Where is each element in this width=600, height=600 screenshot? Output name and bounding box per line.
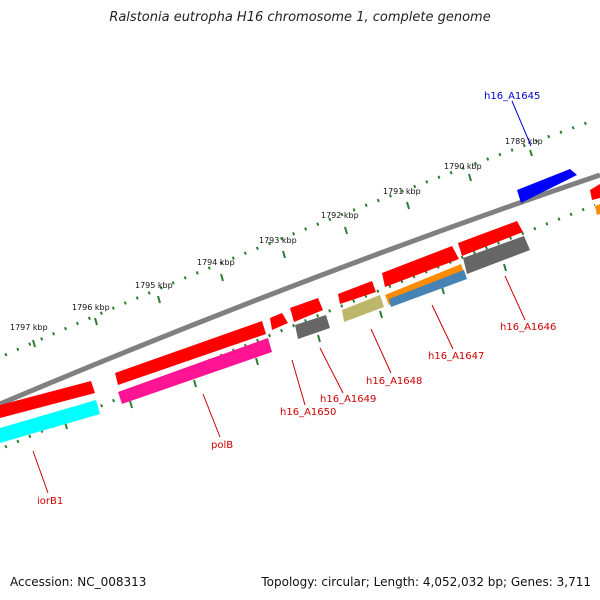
gene-iorB1-forward: [0, 381, 95, 418]
tick-label-1793: 1793 kbp: [259, 236, 297, 245]
gene-h16-A1646-forward: [458, 221, 523, 256]
genome-backbone: [0, 172, 600, 407]
label-h16-A1650: h16_A1650: [280, 407, 336, 418]
tick-label-1796: 1796 kbp: [72, 303, 110, 312]
gene-h16-A1648-forward: [338, 281, 376, 304]
gene-h16-A1647-forward: [382, 246, 459, 287]
accession-text: Accession: NC_008313: [10, 575, 147, 589]
major-ticks: [32, 149, 533, 430]
outer-tick-track: [4, 118, 596, 357]
gene-h16-A1649: [295, 315, 330, 339]
tick-label-1795: 1795 kbp: [135, 281, 173, 290]
tick-label-1790: 1790 kbp: [444, 162, 482, 171]
gene-h16-A1647-lower: [389, 270, 467, 307]
topology-stats: Topology: circular; Length: 4,052,032 bp…: [261, 575, 591, 589]
label-h16-A1647: h16_A1647: [428, 351, 484, 362]
map-title: Ralstonia eutropha H16 chromosome 1, com…: [109, 10, 491, 25]
gene-h16-A1645: [517, 169, 577, 203]
leader-lines: [32, 100, 532, 494]
gene-edge-orange: [595, 204, 600, 215]
gene-polB: [118, 338, 272, 404]
tick-label-1789: 1789 kbp: [505, 137, 543, 146]
gene-polB-forward: [115, 321, 266, 385]
gene-h16-A1646: [463, 236, 530, 274]
tick-label-1792: 1792 kbp: [321, 211, 359, 220]
gene-h16-A1648: [342, 295, 384, 322]
label-h16-A1646: h16_A1646: [500, 322, 556, 333]
gene-forward-edge-red: [590, 184, 600, 200]
label-polB: polB: [211, 440, 233, 451]
label-h16-A1645: h16_A1645: [484, 91, 540, 102]
label-h16-A1649: h16_A1649: [320, 394, 376, 405]
gene-iorB1: [0, 400, 100, 443]
gene-h16-A1650: [270, 313, 288, 330]
tick-label-1797: 1797 kbp: [10, 323, 48, 332]
label-iorB1: iorB1: [37, 496, 63, 507]
tick-label-1791: 1791 kbp: [383, 187, 421, 196]
label-h16-A1648: h16_A1648: [366, 376, 422, 387]
tick-label-1794: 1794 kbp: [197, 258, 235, 267]
gene-h16-A1649-forward: [290, 298, 323, 322]
